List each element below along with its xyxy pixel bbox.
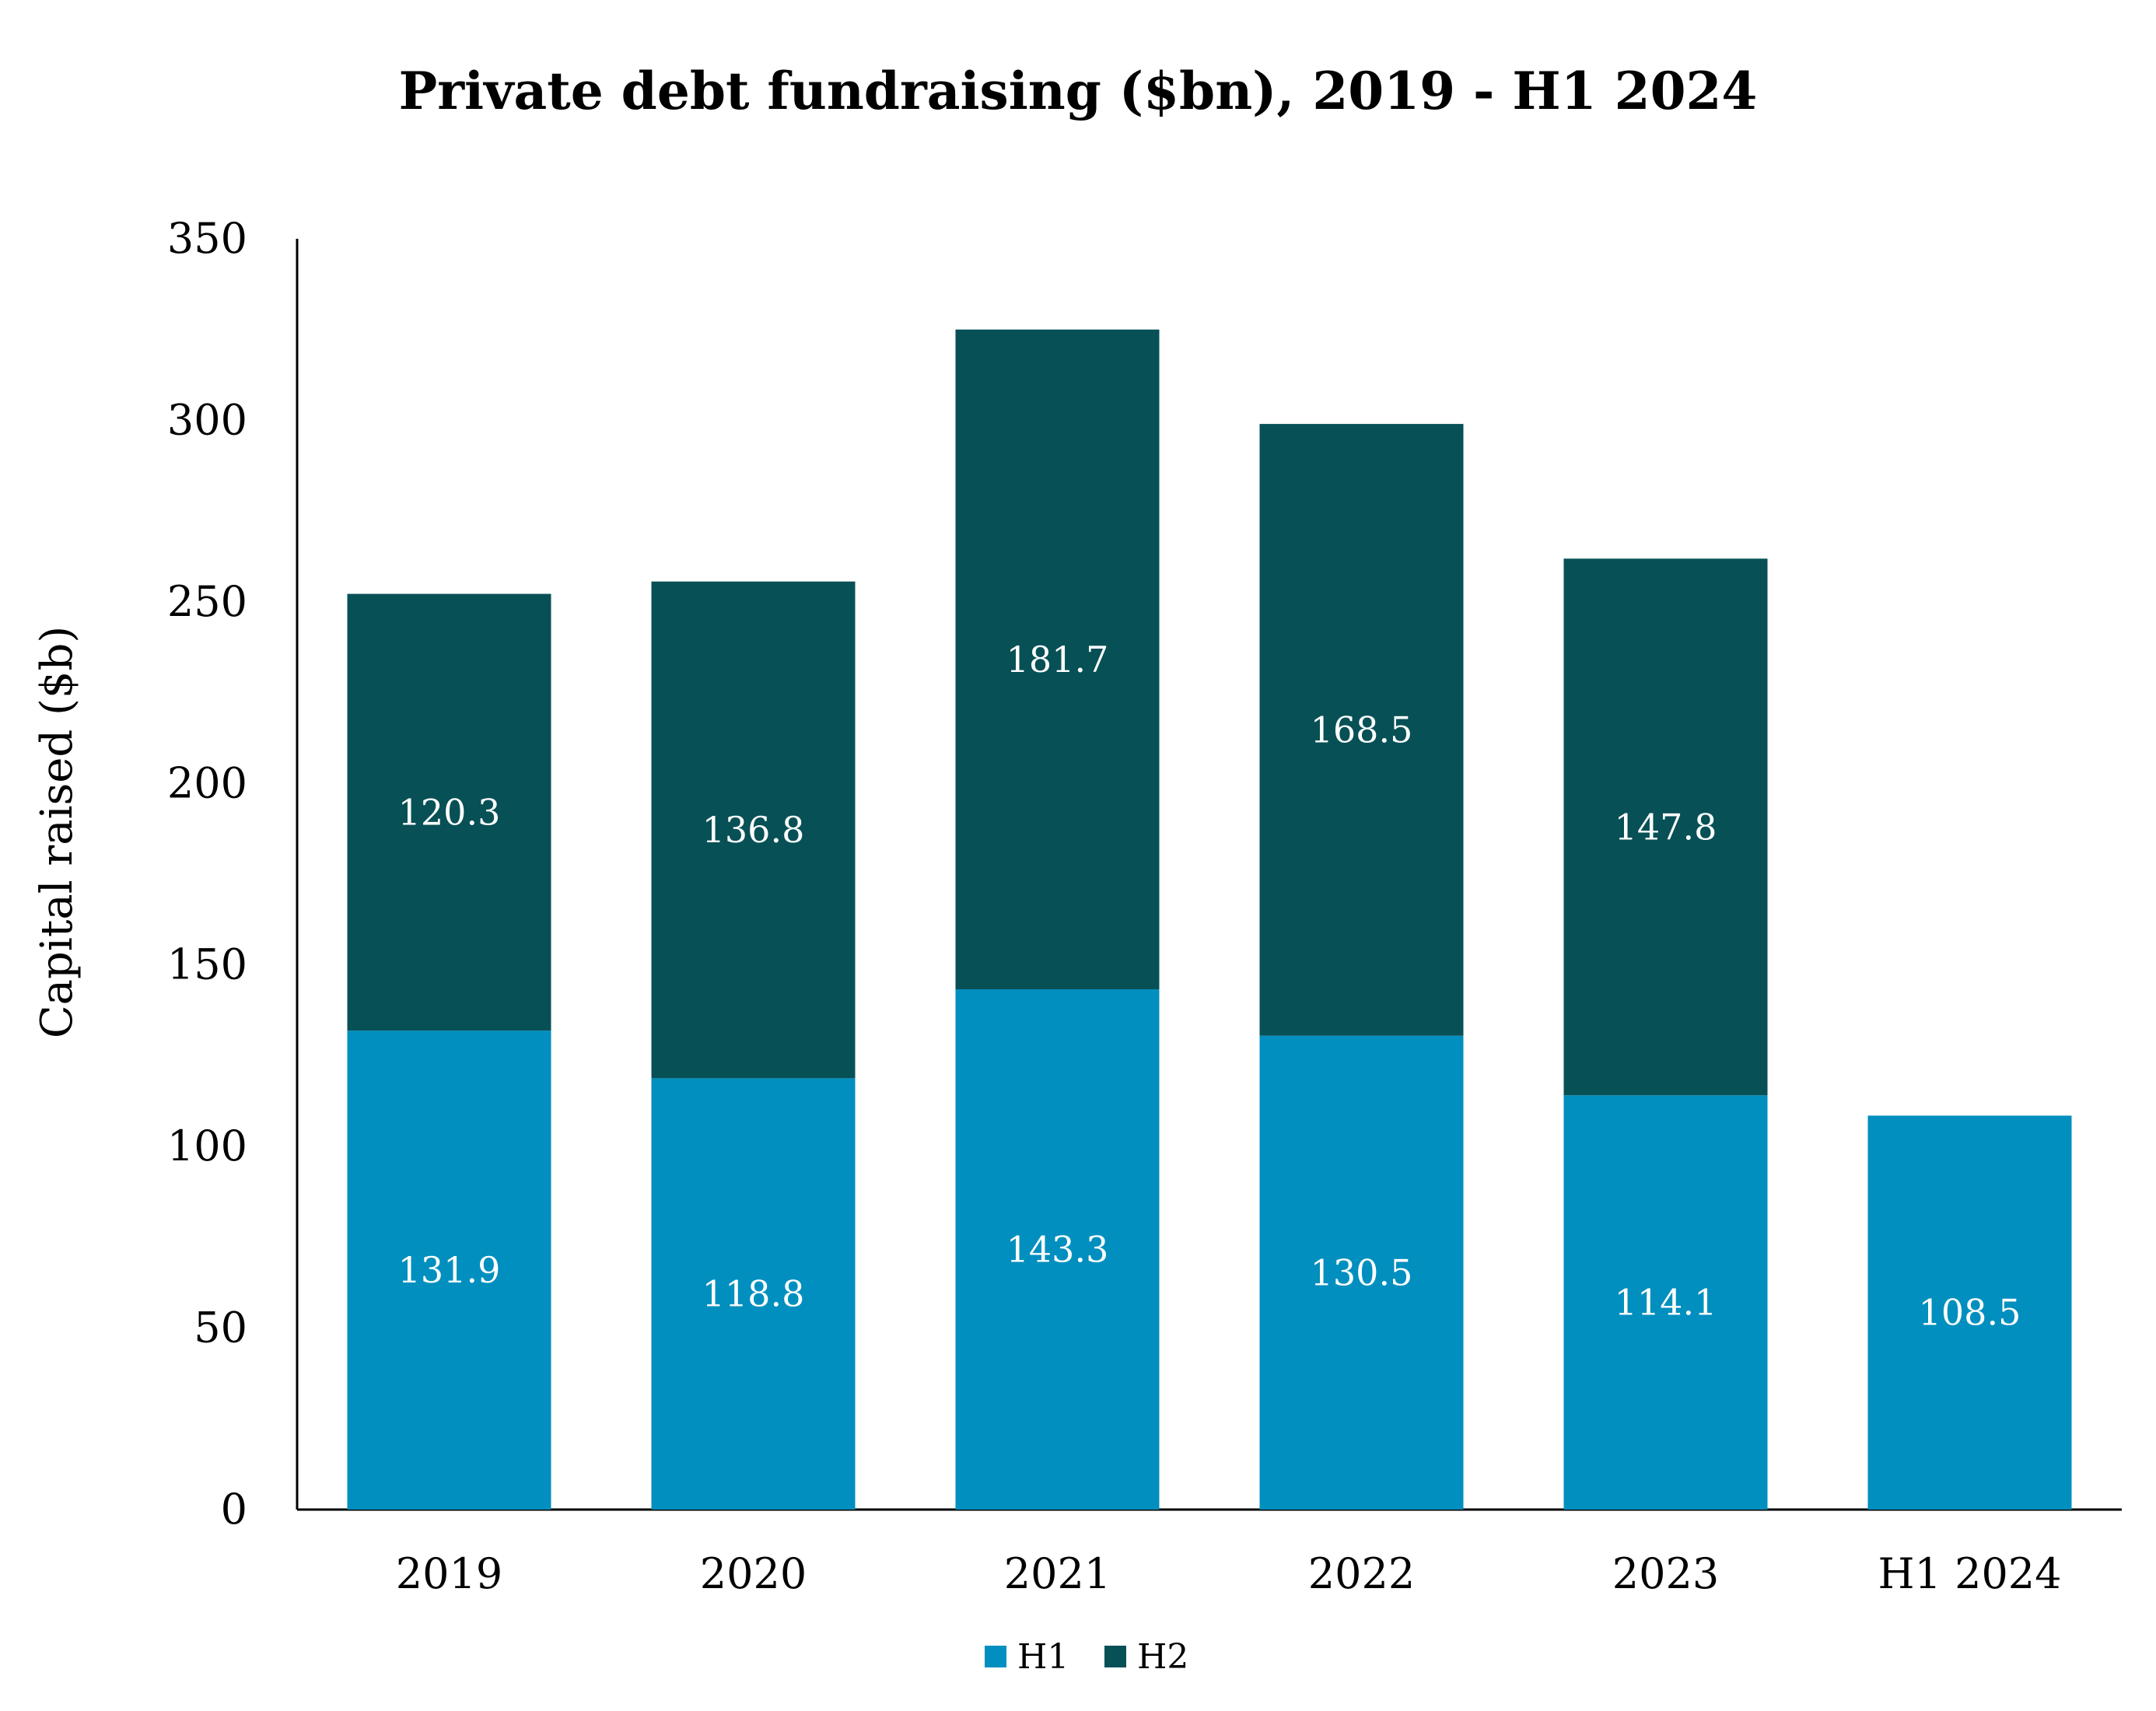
data-label: 181.7 bbox=[1006, 639, 1109, 681]
data-label: 147.8 bbox=[1615, 806, 1717, 848]
x-tick-label: 2021 bbox=[1004, 1549, 1111, 1598]
legend-label-h2: H2 bbox=[1137, 1637, 1188, 1677]
bar-h1-2020 bbox=[651, 1078, 856, 1510]
y-axis-label: Capital raised ($b) bbox=[32, 626, 82, 1038]
bar-h1-2019 bbox=[347, 1030, 551, 1510]
bar-h2-2022 bbox=[1259, 424, 1464, 1036]
x-tick-label: 2023 bbox=[1612, 1549, 1719, 1598]
data-label: 120.3 bbox=[398, 791, 501, 833]
x-tick-label: 2022 bbox=[1308, 1549, 1415, 1598]
y-tick-label: 250 bbox=[167, 577, 247, 626]
bar-h1-h1-2024 bbox=[1867, 1115, 2072, 1510]
bar-h2-2023 bbox=[1563, 558, 1768, 1096]
legend-swatch-h2 bbox=[1104, 1646, 1126, 1667]
x-tick-label: 2020 bbox=[700, 1549, 807, 1598]
y-tick-label: 150 bbox=[167, 940, 247, 989]
data-label: 118.8 bbox=[702, 1273, 805, 1315]
data-label: 168.5 bbox=[1311, 709, 1413, 751]
legend-swatch-h1 bbox=[985, 1646, 1006, 1667]
y-tick-label: 300 bbox=[167, 395, 247, 444]
legend-label-h1: H1 bbox=[1017, 1637, 1069, 1677]
data-label: 136.8 bbox=[702, 809, 805, 851]
data-label: 143.3 bbox=[1006, 1228, 1109, 1270]
plot-area: 0 50 100 150 200 250 300 350 131.9 120.3 2019 118.8… bbox=[167, 214, 2122, 1598]
data-label: 108.5 bbox=[1919, 1292, 2021, 1334]
x-tick-label: H1 2024 bbox=[1878, 1549, 2061, 1598]
y-tick-label: 50 bbox=[194, 1303, 247, 1352]
bar-h2-2019 bbox=[347, 593, 551, 1031]
bar-h2-2020 bbox=[651, 581, 856, 1079]
data-label: 114.1 bbox=[1615, 1282, 1717, 1324]
legend: H1 H2 bbox=[985, 1637, 1188, 1677]
y-tick-label: 350 bbox=[167, 214, 247, 263]
y-tick-label: 100 bbox=[167, 1121, 247, 1170]
bar-h1-2023 bbox=[1563, 1095, 1768, 1510]
data-label: 131.9 bbox=[398, 1249, 501, 1291]
chart-title: Private debt fundraising ($bn), 2019 - H… bbox=[399, 61, 1758, 121]
bar-h1-2022 bbox=[1259, 1035, 1464, 1510]
data-label: 130.5 bbox=[1311, 1251, 1413, 1293]
bar-h2-2021 bbox=[955, 329, 1160, 989]
bar-h1-2021 bbox=[955, 988, 1160, 1510]
x-tick-label: 2019 bbox=[396, 1549, 502, 1598]
y-tick-label: 0 bbox=[221, 1485, 247, 1534]
y-tick-label: 200 bbox=[167, 758, 247, 807]
